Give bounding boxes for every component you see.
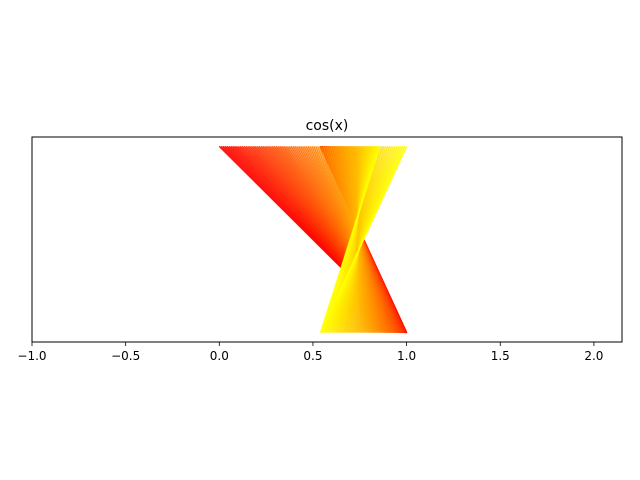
x-tick-label: −0.5 bbox=[111, 349, 140, 363]
x-tick-label: −1.0 bbox=[17, 349, 46, 363]
series-segment-99 bbox=[319, 146, 408, 333]
x-tick-label: 2.0 bbox=[584, 349, 603, 363]
x-tick-label: 1.0 bbox=[397, 349, 416, 363]
x-tick-label: 1.5 bbox=[491, 349, 510, 363]
chart-title: cos(x) bbox=[306, 118, 349, 134]
x-tick-label: 0.0 bbox=[210, 349, 229, 363]
plot-frame bbox=[31, 136, 623, 343]
x-axis-ticks: −1.0 −0.5 0.0 0.5 1.0 1.5 2.0 bbox=[17, 342, 603, 363]
segments-layer bbox=[218, 145, 408, 334]
x-tick-label: 0.5 bbox=[303, 349, 322, 363]
